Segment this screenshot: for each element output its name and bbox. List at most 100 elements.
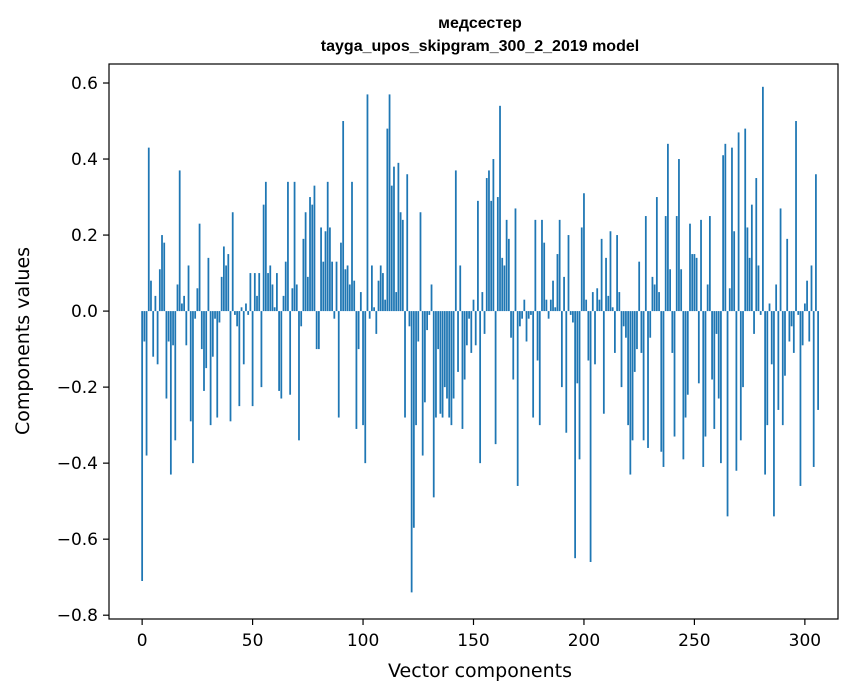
bar xyxy=(547,311,550,319)
bar xyxy=(790,311,793,327)
x-tick-label: 50 xyxy=(242,631,264,651)
bar xyxy=(762,86,764,312)
bar xyxy=(408,311,411,327)
bar xyxy=(622,311,625,327)
bar xyxy=(510,311,512,338)
bar xyxy=(514,208,517,312)
bar xyxy=(505,219,508,312)
bar xyxy=(523,299,526,312)
bar xyxy=(786,238,789,312)
bar xyxy=(282,295,285,312)
bar xyxy=(249,273,252,312)
bar xyxy=(227,254,230,312)
bar xyxy=(671,311,674,353)
bar xyxy=(463,311,466,380)
bar xyxy=(753,311,755,334)
bar xyxy=(494,311,497,445)
bar xyxy=(766,311,769,426)
y-tick-label: −0.8 xyxy=(57,606,98,626)
bar xyxy=(773,311,775,517)
bar xyxy=(264,181,267,312)
bar xyxy=(616,235,618,312)
bar xyxy=(273,307,276,312)
bar xyxy=(512,311,515,380)
bar xyxy=(720,311,722,464)
bar xyxy=(163,242,166,312)
bar xyxy=(492,159,495,312)
bar xyxy=(733,231,736,312)
bar xyxy=(311,204,314,312)
bar xyxy=(775,284,778,312)
bar xyxy=(653,284,656,312)
bar xyxy=(203,311,205,391)
bar xyxy=(399,212,402,312)
bar xyxy=(382,273,384,312)
bar xyxy=(611,307,614,312)
bar xyxy=(578,311,581,460)
bar xyxy=(406,174,409,312)
bar xyxy=(468,311,470,319)
bar xyxy=(541,219,543,312)
bar xyxy=(174,311,177,441)
bar xyxy=(563,276,565,312)
bar xyxy=(344,269,347,312)
x-tick-label: 250 xyxy=(678,631,710,651)
bar xyxy=(397,162,400,312)
bar xyxy=(306,276,309,312)
bar xyxy=(726,311,729,517)
bar xyxy=(781,311,784,426)
bar xyxy=(589,311,592,562)
bar xyxy=(806,280,808,312)
bar xyxy=(684,311,687,418)
bar xyxy=(269,265,272,312)
x-tick-label: 300 xyxy=(789,631,821,651)
bar xyxy=(141,311,144,581)
bar xyxy=(300,311,303,327)
bar xyxy=(565,311,568,433)
bar xyxy=(737,132,740,312)
bar xyxy=(552,280,554,312)
bar xyxy=(625,311,627,338)
x-axis-ticks: 0 50 100 150 200 250 300 xyxy=(137,619,821,651)
bar xyxy=(620,311,623,388)
bar xyxy=(459,265,462,312)
bar xyxy=(644,216,647,312)
bar xyxy=(545,299,548,312)
bar xyxy=(276,273,278,312)
bar xyxy=(366,94,369,312)
bar xyxy=(176,284,179,312)
bar xyxy=(534,219,537,312)
bar xyxy=(465,311,468,346)
bar xyxy=(483,311,486,334)
bar xyxy=(490,200,493,312)
y-tick-label: −0.4 xyxy=(57,454,98,474)
bar xyxy=(178,170,181,312)
bar xyxy=(154,295,157,312)
bar xyxy=(777,311,780,410)
bar xyxy=(379,265,382,312)
bar xyxy=(183,295,185,312)
bar xyxy=(596,288,599,312)
bar xyxy=(280,311,283,399)
bar xyxy=(521,311,523,319)
bar xyxy=(817,311,819,410)
bar xyxy=(169,311,172,475)
bar xyxy=(189,311,192,422)
bar xyxy=(667,143,669,312)
bar xyxy=(717,311,720,399)
bar xyxy=(222,246,225,312)
bar xyxy=(432,311,435,498)
bar xyxy=(532,311,535,418)
bar xyxy=(192,311,194,464)
bar xyxy=(267,273,269,312)
bar xyxy=(669,269,671,312)
bar xyxy=(797,311,800,315)
chart-subtitle: tayga_upos_skipgram_300_2_2019 model xyxy=(321,38,639,55)
bar xyxy=(689,223,691,312)
bar xyxy=(302,238,305,312)
y-tick-label: −0.6 xyxy=(57,530,98,550)
bar xyxy=(185,311,188,346)
bar xyxy=(472,299,475,312)
bar xyxy=(375,311,378,334)
bar xyxy=(519,311,521,327)
